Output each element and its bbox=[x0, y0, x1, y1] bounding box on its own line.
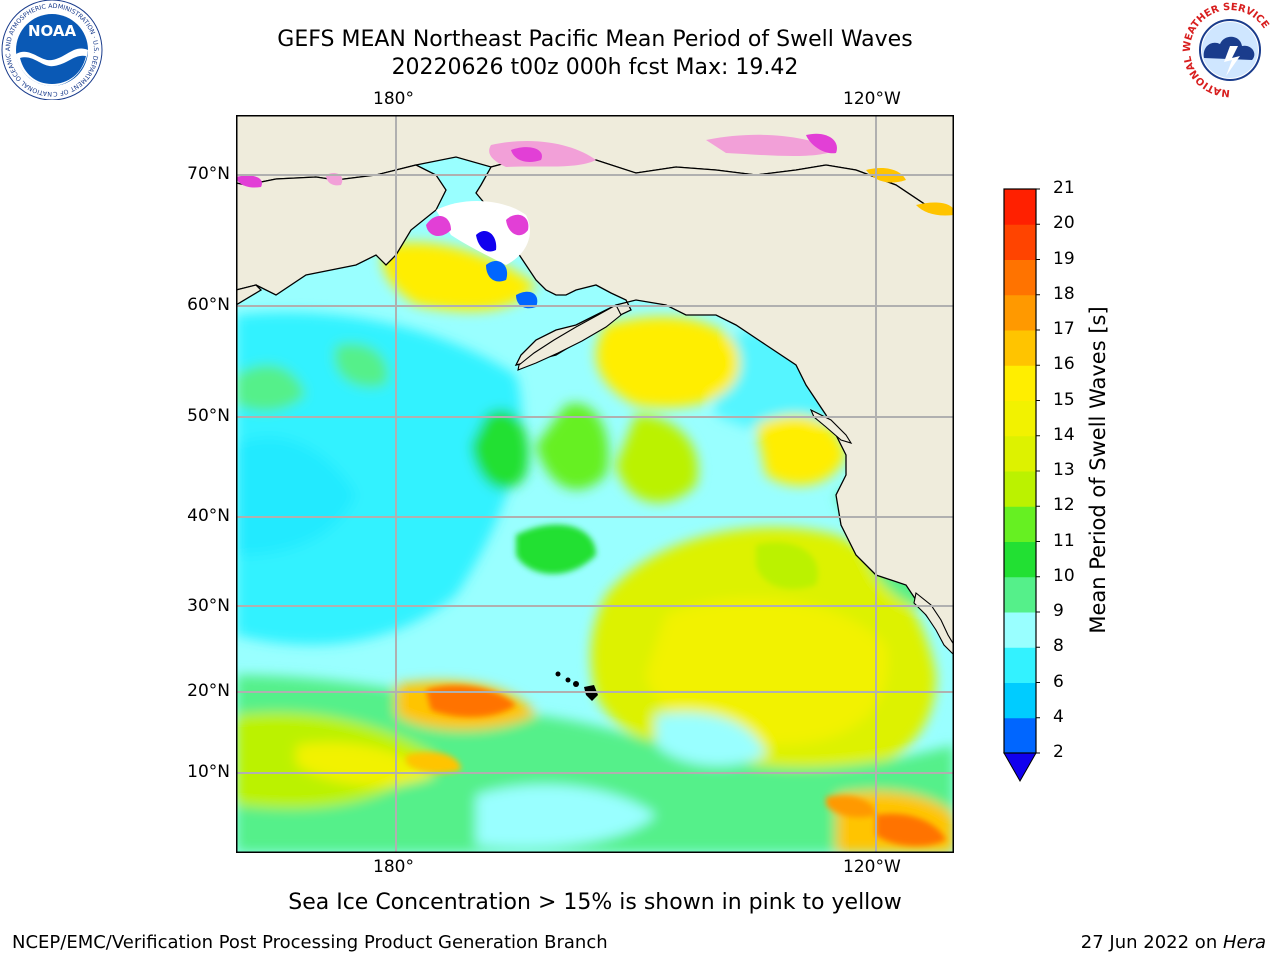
footer-date: 27 Jun 2022 on bbox=[1080, 932, 1223, 953]
footer-host: Hera bbox=[1222, 932, 1266, 953]
colorbar-tick-label: 21 bbox=[1053, 178, 1075, 198]
colorbar-tick-label: 15 bbox=[1053, 389, 1075, 410]
colorbar-segment bbox=[1004, 717, 1036, 754]
lat-label-60n: 60°N bbox=[187, 295, 230, 315]
colorbar bbox=[1003, 188, 1040, 783]
colorbar-segment bbox=[1004, 506, 1036, 542]
colorbar-segment bbox=[1004, 224, 1036, 260]
colorbar-tick-label: 13 bbox=[1053, 460, 1075, 480]
land-alaska bbox=[475, 154, 954, 646]
colorbar-tick-label: 14 bbox=[1053, 424, 1075, 445]
colorbar-tick-label: 2 bbox=[1053, 742, 1064, 762]
colorbar-tick-label: 18 bbox=[1053, 283, 1075, 304]
colorbar-title: Mean Period of Swell Waves [s] bbox=[1086, 306, 1110, 634]
alaska-peninsula bbox=[517, 304, 622, 371]
sea-ice-caption: Sea Ice Concentration > 15% is shown in … bbox=[288, 890, 902, 915]
map-frame bbox=[236, 115, 954, 853]
colorbar-tick-label: 4 bbox=[1053, 706, 1064, 727]
chart-title: GEFS MEAN Northeast Pacific Mean Period … bbox=[277, 27, 913, 52]
colorbar-under-arrow bbox=[1003, 752, 1037, 783]
colorbar-segment bbox=[1004, 612, 1036, 648]
colorbar-segment bbox=[1004, 541, 1036, 578]
vancouver-island bbox=[809, 408, 853, 444]
lon-label-bottom-180: 180° bbox=[373, 857, 414, 877]
colorbar-segment bbox=[1004, 682, 1036, 719]
colorbar-tick-label: 6 bbox=[1053, 671, 1064, 692]
lat-label-20n: 20°N bbox=[187, 681, 230, 701]
colorbar-tick-label: 19 bbox=[1053, 248, 1075, 269]
noaa-text: NOAA bbox=[28, 22, 77, 40]
land-baja bbox=[913, 592, 954, 656]
chart-subtitle: 20220626 t00z 000h fcst Max: 19.42 bbox=[391, 55, 799, 80]
colorbar-tick-label: 11 bbox=[1053, 530, 1075, 551]
footer-right: 27 Jun 2022 on Hera bbox=[1081, 932, 1266, 953]
land-siberia-south bbox=[236, 284, 263, 306]
nws-logo: NATIONAL WEATHER SERVICE bbox=[1180, 0, 1280, 100]
sea-ice bbox=[236, 133, 954, 309]
swell-period-map bbox=[236, 115, 954, 853]
colorbar-segment bbox=[1004, 435, 1036, 472]
colorbar-segment bbox=[1004, 400, 1036, 437]
colorbar-segment bbox=[1004, 330, 1036, 366]
lat-label-30n: 30°N bbox=[187, 596, 230, 616]
colorbar-tick-label: 16 bbox=[1053, 354, 1075, 375]
footer-left: NCEP/EMC/Verification Post Processing Pr… bbox=[12, 932, 608, 953]
colorbar-tick-label: 9 bbox=[1053, 601, 1064, 621]
colorbar-tick-label: 20 bbox=[1053, 213, 1075, 234]
land-chukotka bbox=[236, 164, 447, 296]
colorbar-segment bbox=[1004, 647, 1036, 683]
colorbar-segment bbox=[1004, 294, 1036, 331]
lat-label-70n: 70°N bbox=[187, 164, 230, 184]
lon-label-top-120w: 120°W bbox=[843, 89, 901, 109]
colorbar-segment bbox=[1004, 259, 1036, 296]
lat-label-40n: 40°N bbox=[187, 506, 230, 526]
gridlines bbox=[236, 115, 954, 853]
noaa-logo: NATIONAL OCEANIC AND ATMOSPHERIC ADMINIS… bbox=[0, 0, 105, 101]
colorbar-tick-label: 10 bbox=[1053, 565, 1075, 586]
lat-label-50n: 50°N bbox=[187, 406, 230, 426]
colorbar-tick-label: 17 bbox=[1053, 319, 1075, 339]
lat-label-10n: 10°N bbox=[187, 762, 230, 782]
colorbar-segment bbox=[1004, 576, 1036, 613]
colorbar-segment bbox=[1004, 189, 1036, 225]
lon-label-bottom-120w: 120°W bbox=[843, 857, 901, 877]
colorbar-segment bbox=[1004, 365, 1036, 401]
colorbar-tick-label: 8 bbox=[1053, 636, 1064, 657]
lon-label-top-180: 180° bbox=[373, 89, 414, 109]
colorbar-segment bbox=[1004, 471, 1036, 507]
swell-hotspots bbox=[406, 524, 946, 847]
colorbar-tick-label: 12 bbox=[1053, 495, 1075, 516]
